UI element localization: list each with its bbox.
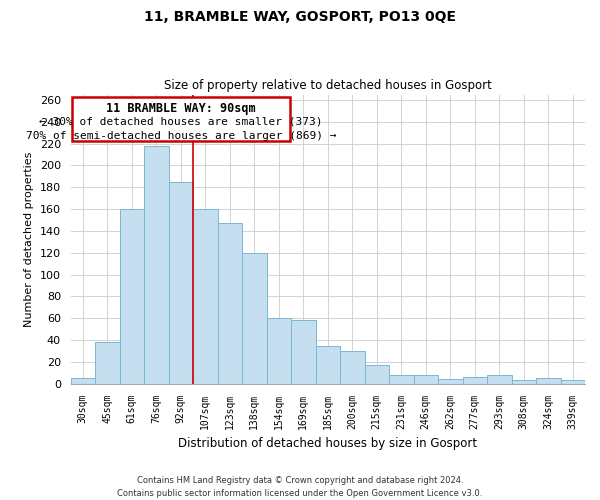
- Bar: [119, 209, 144, 384]
- Text: 70% of semi-detached houses are larger (869) →: 70% of semi-detached houses are larger (…: [26, 130, 336, 140]
- Text: ← 30% of detached houses are smaller (373): ← 30% of detached houses are smaller (37…: [39, 116, 323, 126]
- Bar: [463, 377, 487, 384]
- Bar: [512, 380, 536, 384]
- Bar: [218, 224, 242, 384]
- Bar: [438, 380, 463, 384]
- Bar: [413, 375, 438, 384]
- Bar: [242, 253, 266, 384]
- Bar: [389, 375, 413, 384]
- Text: Contains HM Land Registry data © Crown copyright and database right 2024.
Contai: Contains HM Land Registry data © Crown c…: [118, 476, 482, 498]
- Bar: [536, 378, 560, 384]
- Bar: [144, 146, 169, 384]
- Text: 11 BRAMBLE WAY: 90sqm: 11 BRAMBLE WAY: 90sqm: [106, 102, 256, 115]
- Bar: [291, 320, 316, 384]
- Bar: [560, 380, 585, 384]
- X-axis label: Distribution of detached houses by size in Gosport: Distribution of detached houses by size …: [178, 437, 478, 450]
- Bar: [169, 182, 193, 384]
- Title: Size of property relative to detached houses in Gosport: Size of property relative to detached ho…: [164, 79, 492, 92]
- Bar: [95, 342, 119, 384]
- Bar: [71, 378, 95, 384]
- Bar: [487, 375, 512, 384]
- Bar: [340, 351, 365, 384]
- Text: 11, BRAMBLE WAY, GOSPORT, PO13 0QE: 11, BRAMBLE WAY, GOSPORT, PO13 0QE: [144, 10, 456, 24]
- Bar: [316, 346, 340, 384]
- Bar: [365, 365, 389, 384]
- Bar: [266, 318, 291, 384]
- Y-axis label: Number of detached properties: Number of detached properties: [24, 152, 34, 327]
- Bar: [193, 209, 218, 384]
- FancyBboxPatch shape: [72, 96, 290, 142]
